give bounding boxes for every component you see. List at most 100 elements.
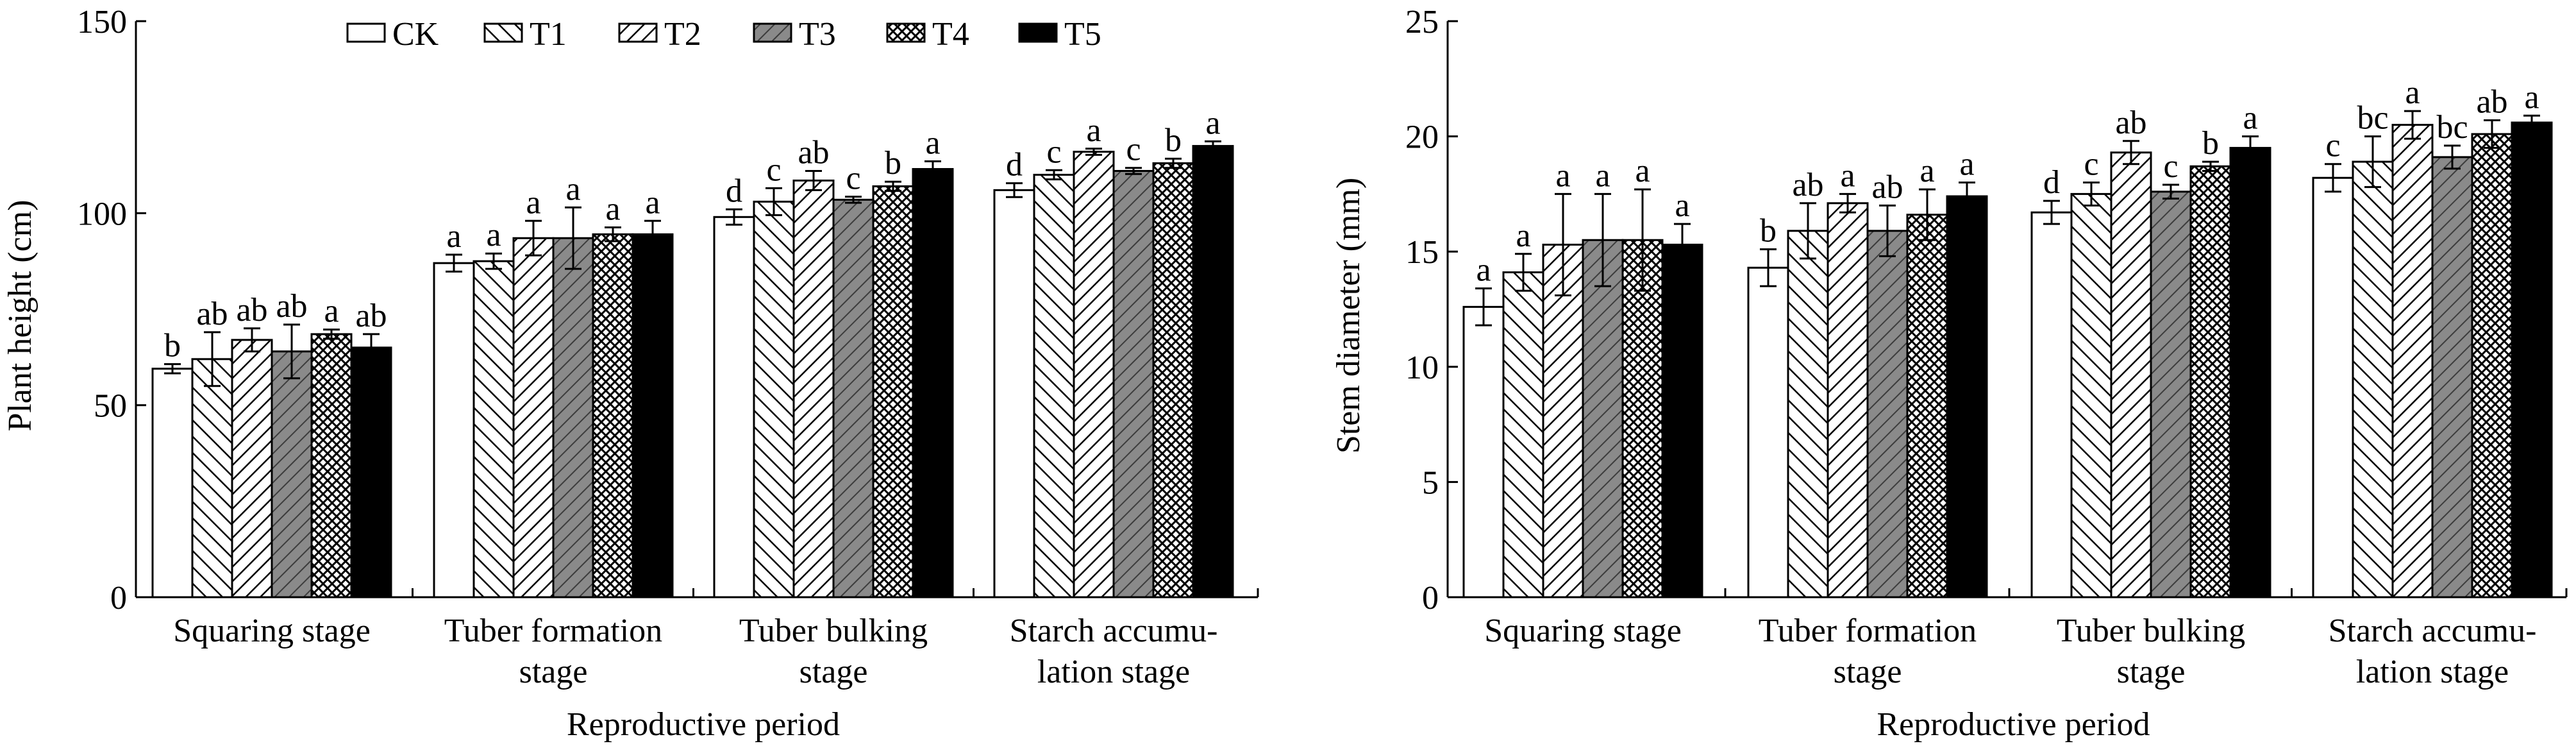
- bar-ck: [2312, 176, 2354, 598]
- bar-t2: [792, 179, 835, 598]
- bar-t3: [1866, 230, 1909, 598]
- category-label: Tuber formation: [1759, 613, 1977, 649]
- bar-t1: [191, 358, 233, 598]
- significance-letter: a: [1635, 153, 1650, 189]
- bar-t5: [631, 233, 674, 598]
- y-tick-label: 25: [1405, 4, 1439, 40]
- significance-letter: a: [446, 218, 461, 255]
- legend-swatch-t3: [753, 22, 792, 43]
- bar-ck: [433, 262, 475, 598]
- significance-letter: a: [1840, 157, 1855, 194]
- significance-letter: a: [1919, 153, 1934, 189]
- legend-label: T2: [664, 16, 701, 53]
- bar-t5: [1946, 195, 1988, 598]
- significance-letter: c: [2163, 148, 2178, 185]
- bar-t1: [473, 260, 515, 598]
- significance-letter: ab: [2476, 83, 2507, 120]
- bar-t3: [832, 198, 874, 598]
- significance-letter: b: [1760, 213, 1777, 250]
- legend-label: T3: [799, 16, 836, 53]
- y-tick-label: 100: [77, 196, 127, 232]
- legend-swatch-ck: [346, 22, 386, 43]
- significance-letter: c: [2084, 146, 2098, 182]
- bar-t5: [2511, 121, 2553, 598]
- bar-t4: [872, 185, 914, 598]
- significance-letter: b: [885, 145, 901, 182]
- significance-letter: b: [1165, 122, 1182, 158]
- significance-letter: a: [2405, 74, 2420, 111]
- significance-letter: c: [846, 160, 860, 197]
- category-label: Tuber formation: [444, 613, 662, 649]
- bar-t2: [2391, 124, 2434, 598]
- significance-letter: ab: [2115, 105, 2146, 141]
- y-tick-label: 20: [1405, 119, 1439, 156]
- bar-t1: [2070, 192, 2112, 598]
- bar-t5: [1661, 243, 1703, 598]
- significance-letter: a: [2524, 79, 2539, 115]
- legend: CK T1 T2 T3 T4 T5: [346, 16, 1101, 53]
- bar-t2: [1073, 151, 1115, 598]
- significance-letter: a: [324, 293, 339, 330]
- bar-t5: [2229, 147, 2271, 598]
- category-label: stage: [2117, 654, 2186, 690]
- bar-t2: [231, 339, 273, 598]
- bar-t3: [2431, 156, 2473, 598]
- bar-t3: [1582, 239, 1624, 598]
- bar-t1: [2352, 160, 2394, 598]
- y-tick-label: 150: [77, 4, 127, 40]
- legend-swatch-t1: [483, 22, 523, 43]
- bar-t4: [592, 233, 634, 598]
- legend-label: T1: [530, 16, 567, 53]
- category-label: stage: [799, 654, 868, 690]
- significance-letter: a: [1086, 112, 1101, 149]
- significance-letter: c: [2325, 128, 2340, 164]
- significance-letter: a: [1476, 252, 1491, 289]
- bar-ck: [713, 216, 755, 598]
- significance-letter: a: [645, 184, 660, 221]
- bar-t2: [512, 237, 555, 598]
- significance-letter: c: [766, 151, 781, 188]
- y-tick-label: 10: [1405, 350, 1439, 386]
- significance-letter: a: [925, 125, 940, 162]
- category-label: lation stage: [1037, 654, 1190, 690]
- bar-t2: [1827, 202, 1869, 598]
- significance-letter: ab: [355, 298, 387, 334]
- significance-letter: a: [526, 184, 540, 221]
- significance-letter: ab: [798, 134, 829, 171]
- significance-letter: a: [1516, 217, 1530, 254]
- significance-letter: ab: [1871, 169, 1903, 205]
- legend-label: T5: [1064, 16, 1101, 53]
- significance-letter: b: [2202, 125, 2219, 162]
- x-axis-label: Reproductive period: [1877, 706, 2150, 743]
- significance-letter: ab: [236, 292, 267, 328]
- bar-t1: [1502, 271, 1544, 598]
- y-axis-label: Stem diameter (mm): [1330, 178, 1367, 454]
- category-label: lation stage: [2356, 654, 2509, 690]
- significance-letter: bc: [2357, 100, 2388, 137]
- bar-t5: [350, 346, 392, 598]
- category-label: Tuber bulking: [739, 613, 928, 649]
- significance-letter: ab: [196, 296, 228, 332]
- significance-letter: ab: [276, 288, 307, 325]
- bar-t3: [1112, 169, 1155, 598]
- bar-t3: [2150, 191, 2192, 598]
- significance-letter: a: [1959, 146, 1974, 182]
- significance-letter: c: [1126, 131, 1141, 168]
- y-tick-label: 50: [94, 388, 127, 425]
- y-tick-label: 15: [1405, 234, 1439, 271]
- significance-letter: a: [2243, 100, 2257, 137]
- y-tick-label: 0: [1422, 580, 1439, 616]
- bar-ck: [1747, 266, 1789, 598]
- significance-letter: c: [1046, 133, 1061, 170]
- bar-ck: [993, 189, 1035, 598]
- category-label: Starch accumu-: [1010, 613, 1218, 649]
- significance-letter: a: [486, 217, 501, 253]
- significance-letter: a: [1675, 187, 1689, 224]
- category-label: stage: [519, 654, 588, 690]
- significance-letter: bc: [2436, 109, 2468, 146]
- significance-letter: ab: [1792, 167, 1823, 203]
- bar-t2: [2110, 151, 2152, 598]
